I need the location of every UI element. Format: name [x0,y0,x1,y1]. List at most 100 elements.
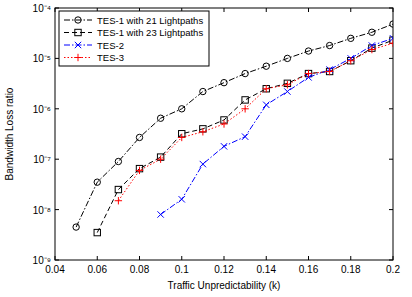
series-marker [305,48,311,54]
series-marker [136,134,142,140]
series-marker [157,211,163,217]
x-tick [393,8,394,12]
series-marker [200,88,206,94]
y-tick [55,8,59,9]
legend-marker [75,29,81,35]
series-marker [221,79,227,85]
y-tick [389,260,393,261]
series-marker [157,156,164,163]
x-tick-label: 0.06 [88,264,108,275]
series-marker [263,86,269,92]
series-marker [326,68,333,75]
y-tick [389,159,393,160]
x-tick-label: 0.1 [175,264,189,275]
y-tick-label: 10⁻⁵ [33,53,51,64]
series-line [97,40,393,232]
legend-line [64,20,92,21]
series-line [76,24,393,227]
y-tick [55,209,59,210]
series-marker [241,105,248,112]
legend-marker [74,54,81,61]
series-marker [348,35,354,41]
legend-marker [75,42,81,48]
series-marker [94,179,100,185]
series-marker [305,70,312,77]
series-marker [157,115,163,121]
x-tick [97,256,98,260]
y-tick-label: 10⁻⁸ [33,205,51,216]
chart: 0.040.060.080.10.120.140.160.180.210⁻⁹10… [0,0,412,297]
x-tick [350,8,351,12]
series-marker [242,133,248,139]
y-axis-label: Bandwidth Loss ratio [4,87,15,180]
x-tick [393,256,394,260]
x-tick [224,256,225,260]
y-tick-label: 10⁻⁴ [33,3,51,14]
x-tick-label: 0.14 [257,264,277,275]
series-marker [263,85,270,92]
series-marker [242,70,248,76]
x-tick [350,256,351,260]
series-marker [390,21,393,27]
y-tick [389,58,393,59]
y-tick [55,159,59,160]
plot-frame [55,8,393,260]
legend-label: TES-2 [97,40,124,51]
y-tick [55,58,59,59]
series-marker [347,57,354,64]
background [0,0,412,297]
x-tick [139,256,140,260]
y-tick-label: 10⁻⁷ [33,154,51,165]
series-marker [326,42,332,48]
x-tick [308,256,309,260]
y-tick [389,108,393,109]
series-marker [389,40,393,47]
legend-label: TES-1 with 23 Lightpaths [97,27,203,38]
series-marker [179,106,185,112]
series-marker [115,197,122,204]
legend-marker [75,17,81,23]
series-marker [115,186,121,192]
series-marker [221,143,227,149]
series-marker [284,81,291,88]
y-tick-label: 10⁻⁶ [33,104,51,115]
series-marker [178,134,185,141]
x-tick-label: 0.12 [214,264,234,275]
x-tick [308,8,309,12]
x-tick-label: 0.16 [299,264,319,275]
series-marker [348,58,354,64]
y-tick-label: 10⁻⁹ [33,255,51,266]
series-marker [368,46,375,53]
legend-label: TES-3 [97,52,124,63]
x-tick [55,256,56,260]
legend-label: TES-1 with 21 Lightpaths [97,15,203,26]
x-tick [55,8,56,12]
series-marker [284,55,290,61]
legend: TES-1 with 21 LightpathsTES-1 with 23 Li… [59,11,209,66]
y-tick [389,209,393,210]
series-marker [263,102,269,108]
series-marker [199,128,206,135]
series-marker [200,161,206,167]
x-tick [181,256,182,260]
series-marker [115,158,121,164]
series-line [118,43,393,201]
legend-line [64,32,92,33]
series-marker [369,29,375,35]
x-tick-label: 0.18 [341,264,361,275]
series-marker [136,167,143,174]
x-tick [266,256,267,260]
series-marker [179,196,185,202]
x-tick-label: 0.08 [130,264,150,275]
legend-box [59,11,209,66]
series-marker [220,120,227,127]
series-marker [284,88,290,94]
y-tick [389,8,393,9]
series-marker [242,97,248,103]
x-axis-label: Traffic Unpredictability (k) [168,280,281,291]
y-tick [55,260,59,261]
series-marker [326,68,332,74]
series-marker [73,224,79,230]
x-tick-label: 0.2 [386,264,400,275]
y-tick [55,108,59,109]
